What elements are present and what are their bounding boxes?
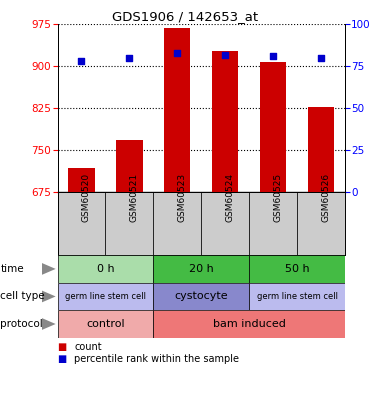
Bar — [58, 192, 105, 255]
Text: 20 h: 20 h — [189, 264, 214, 274]
Text: germ line stem cell: germ line stem cell — [257, 292, 338, 301]
Point — [222, 51, 228, 58]
Bar — [249, 283, 345, 310]
Bar — [58, 310, 153, 338]
Bar — [249, 255, 345, 283]
Text: GDS1906 / 142653_at: GDS1906 / 142653_at — [112, 10, 259, 23]
Text: GSM60523: GSM60523 — [177, 173, 186, 222]
Polygon shape — [42, 318, 56, 330]
Text: bam induced: bam induced — [213, 319, 286, 329]
Text: GSM60525: GSM60525 — [273, 173, 282, 222]
Text: control: control — [86, 319, 125, 329]
Polygon shape — [42, 263, 56, 275]
Bar — [297, 192, 345, 255]
Bar — [212, 51, 239, 192]
Text: GSM60521: GSM60521 — [129, 173, 138, 222]
Bar — [68, 168, 95, 192]
Text: GSM60524: GSM60524 — [225, 173, 234, 222]
Text: time: time — [0, 264, 24, 274]
Text: 0 h: 0 h — [96, 264, 114, 274]
Bar — [153, 255, 249, 283]
Point — [318, 55, 324, 61]
Bar — [153, 192, 201, 255]
Text: GSM60520: GSM60520 — [82, 173, 91, 222]
Text: 50 h: 50 h — [285, 264, 309, 274]
Bar — [116, 140, 142, 192]
Text: count: count — [74, 342, 102, 352]
Text: percentile rank within the sample: percentile rank within the sample — [74, 354, 239, 364]
Bar — [201, 192, 249, 255]
Bar — [105, 192, 153, 255]
Text: ■: ■ — [58, 342, 67, 352]
Polygon shape — [42, 290, 56, 303]
Point — [79, 58, 85, 64]
Bar — [308, 107, 334, 192]
Text: protocol: protocol — [0, 319, 43, 329]
Point — [127, 55, 132, 61]
Bar — [249, 192, 297, 255]
Point — [270, 53, 276, 60]
Text: germ line stem cell: germ line stem cell — [65, 292, 146, 301]
Text: cystocyte: cystocyte — [174, 292, 228, 301]
Text: cell type: cell type — [0, 292, 45, 301]
Bar — [58, 283, 153, 310]
Bar — [260, 62, 286, 192]
Point — [174, 50, 180, 56]
Text: ■: ■ — [58, 354, 67, 364]
Bar — [164, 28, 190, 192]
Text: GSM60526: GSM60526 — [321, 173, 330, 222]
Bar — [58, 255, 153, 283]
Bar — [153, 310, 345, 338]
Bar — [153, 283, 249, 310]
